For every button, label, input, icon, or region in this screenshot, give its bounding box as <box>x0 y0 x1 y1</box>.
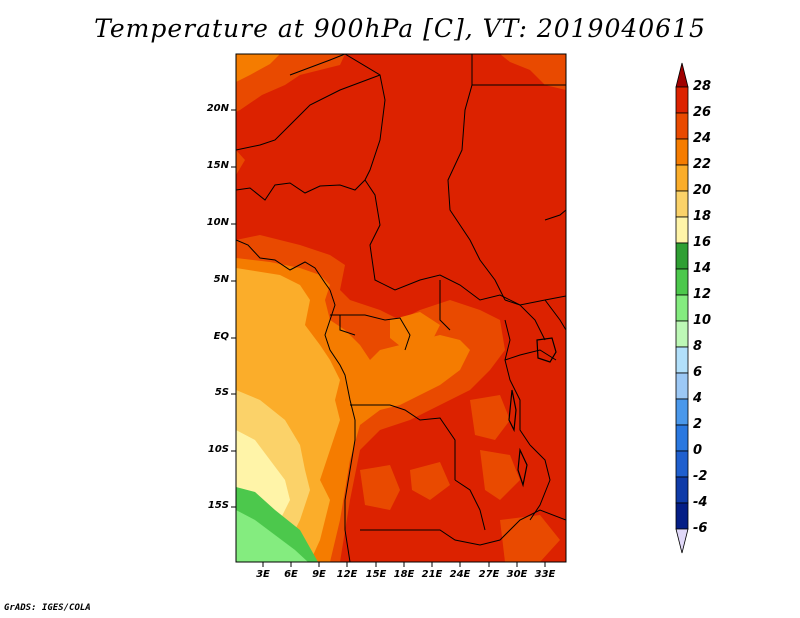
field-sahara-west <box>236 54 345 112</box>
colorbar-swatch <box>675 320 689 348</box>
borders <box>236 54 566 562</box>
lon-label-3e: 3E <box>256 569 270 580</box>
lat-label-20n: 20N <box>206 103 229 114</box>
colorbar-label: 14 <box>693 261 712 276</box>
colorbar-swatch <box>675 216 689 244</box>
colorbar-label: 28 <box>693 79 712 94</box>
colorbar-swatch <box>675 242 689 270</box>
colorbar-swatch <box>675 164 689 192</box>
grads-credit: GrADS: IGES/COLA <box>4 603 91 613</box>
field-sahara-nw <box>236 54 280 82</box>
colorbar-label: 16 <box>693 235 712 250</box>
colorbar-swatch <box>675 112 689 140</box>
colorbar-bottom-arrow <box>675 528 689 554</box>
colorbar-swatch <box>675 372 689 400</box>
lat-label-10s: 10S <box>207 444 229 455</box>
lon-ticks <box>262 562 546 567</box>
lat-label-10n: 10N <box>206 217 229 228</box>
temperature-field <box>236 54 566 562</box>
colorbar-label: 6 <box>693 365 703 380</box>
colorbar-swatch <box>675 424 689 452</box>
colorbar-label: 24 <box>693 131 712 146</box>
colorbar-label: 22 <box>693 157 712 172</box>
lat-ticks <box>231 109 236 508</box>
field-northeast <box>500 54 566 90</box>
colorbar-swatch <box>675 502 689 530</box>
lat-label-5n: 5N <box>213 274 229 285</box>
colorbar-label: 20 <box>693 183 712 198</box>
colorbar-label: 12 <box>693 287 712 302</box>
colorbar-label: 26 <box>693 105 712 120</box>
lat-label-5s: 5S <box>214 387 229 398</box>
lon-label-18e: 18E <box>393 569 415 580</box>
colorbar <box>675 62 689 554</box>
lon-label-9e: 9E <box>312 569 326 580</box>
colorbar-swatch <box>675 346 689 374</box>
colorbar-swatch <box>675 450 689 478</box>
lakes <box>508 337 557 488</box>
lon-label-12e: 12E <box>336 569 358 580</box>
lon-label-30e: 30E <box>506 569 528 580</box>
map-title: Temperature at 900hPa [C], VT: 201904061… <box>94 14 706 43</box>
colorbar-swatch <box>675 294 689 322</box>
colorbar-label: 8 <box>693 339 703 354</box>
lon-label-24e: 24E <box>449 569 471 580</box>
map-frame <box>235 53 567 563</box>
lat-label-15s: 15S <box>207 500 229 511</box>
lat-label-15n: 15N <box>206 160 229 171</box>
colorbar-swatch <box>675 86 689 114</box>
colorbar-swatch <box>675 138 689 166</box>
lon-label-33e: 33E <box>534 569 556 580</box>
colorbar-swatch <box>675 476 689 504</box>
colorbar-swatch <box>675 268 689 296</box>
lon-label-27e: 27E <box>478 569 500 580</box>
colorbar-label: 0 <box>693 443 703 458</box>
lat-label-eq: EQ <box>213 331 229 342</box>
colorbar-swatch <box>675 190 689 218</box>
lon-label-15e: 15E <box>365 569 387 580</box>
colorbar-top-arrow <box>675 62 689 88</box>
colorbar-swatch <box>675 398 689 426</box>
colorbar-label: 10 <box>693 313 712 328</box>
colorbar-label: -6 <box>693 521 708 536</box>
field-14-band <box>236 510 308 562</box>
lon-label-21e: 21E <box>421 569 443 580</box>
colorbar-label: 2 <box>693 417 703 432</box>
colorbar-label: 18 <box>693 209 712 224</box>
colorbar-label: 4 <box>693 391 703 406</box>
colorbar-label: -4 <box>693 495 708 510</box>
colorbar-label: -2 <box>693 469 708 484</box>
lon-label-6e: 6E <box>284 569 298 580</box>
